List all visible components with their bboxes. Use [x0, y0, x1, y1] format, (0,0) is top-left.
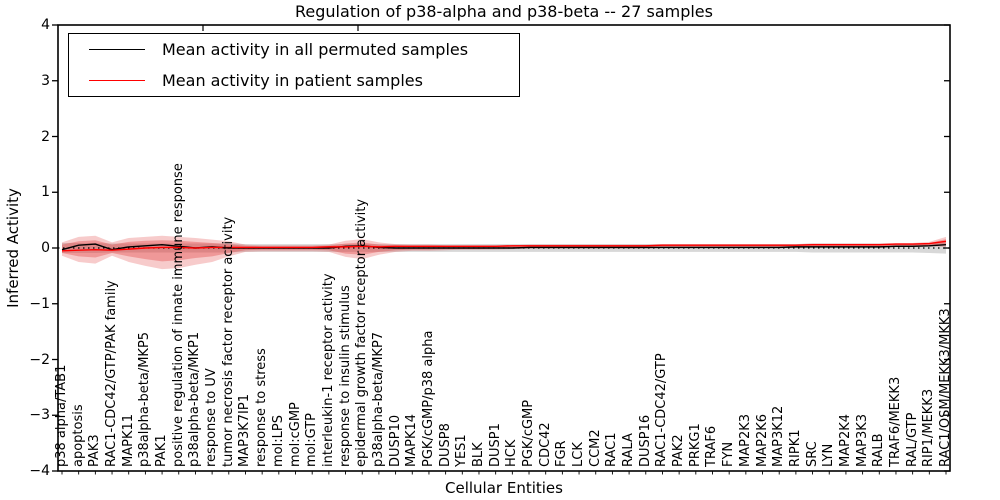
x-tick-label: LYN: [821, 443, 837, 467]
legend-label-permuted: Mean activity in all permuted samples: [162, 40, 469, 59]
x-tick-label: RAC1: [604, 432, 620, 467]
x-tick-label: MAPK14: [404, 413, 420, 467]
x-tick-label: MAP3K12: [771, 405, 787, 467]
x-tick-label: YES1: [454, 434, 470, 467]
x-tick-label: epidermal growth factor receptor activit…: [354, 198, 370, 467]
x-tick-label: FGR: [554, 440, 570, 467]
x-tick-label: MAP2K3: [737, 413, 753, 467]
x-tick-label: SRC: [804, 441, 820, 467]
x-tick-label: RIP1/MEKK3: [921, 388, 937, 467]
x-tick-label: MAP3K7IP1: [237, 394, 253, 467]
legend-item-patient: Mean activity in patient samples: [69, 66, 519, 96]
x-tick-label: RALB: [871, 433, 887, 467]
x-tick-label: HCK: [504, 439, 520, 467]
x-tick-label: mol:LPS: [270, 415, 286, 467]
permuted-line-swatch: [89, 49, 145, 50]
x-tick-label: DUSP16: [637, 414, 653, 467]
x-tick-label: RAL/GTP: [904, 412, 920, 467]
x-tick-label: tumor necrosis factor receptor activity: [220, 216, 236, 467]
x-tick-label: CDC42: [537, 422, 553, 467]
x-tick-label: BLK: [470, 442, 486, 467]
x-tick-label: CCM2: [587, 429, 603, 467]
x-tick-label: p38alpha-beta/MKP5: [137, 331, 153, 467]
x-tick-label: p38alpha-beta/MKP1: [187, 331, 203, 467]
y-tick-label: −2: [29, 351, 50, 368]
x-tick-label: positive regulation of innate immune res…: [170, 163, 186, 467]
y-tick-label: −3: [29, 407, 50, 424]
x-tick-label: RAC1-CDC42/GTP: [654, 353, 670, 467]
x-tick-label: mol:cGMP: [287, 402, 303, 467]
y-tick-label: 1: [41, 184, 50, 201]
x-tick-label: MAP3K3: [854, 413, 870, 467]
y-tick-label: 4: [41, 17, 50, 33]
y-tick-label: 2: [41, 128, 50, 145]
x-tick-label: interleukin-1 receptor activity: [320, 273, 336, 467]
x-tick-label: PAK1: [154, 434, 170, 467]
x-tick-label: RAC1/OSM/MEKK3/MKK3: [938, 308, 953, 467]
y-tick-label: 3: [41, 72, 50, 89]
x-tick-label: MAP2K4: [837, 413, 853, 467]
x-tick-label: MAPK11: [120, 413, 136, 467]
legend-item-permuted: Mean activity in all permuted samples: [69, 35, 519, 65]
x-tick-label: response to stress: [254, 348, 270, 467]
x-tick-label: mol:GTP: [304, 413, 320, 467]
x-tick-label: RALA: [621, 433, 637, 467]
x-tick-label: PAK2: [671, 434, 687, 467]
x-tick-label: PGK/cGMP/p38 alpha: [420, 330, 436, 467]
legend: Mean activity in all permuted samples Me…: [68, 33, 520, 97]
patient-line-swatch: [89, 80, 145, 81]
x-tick-label: response to UV: [204, 368, 220, 467]
x-tick-label: apoptosis: [70, 404, 86, 467]
x-tick-label: DUSP1: [487, 423, 503, 467]
x-tick-label: response to insulin stimulus: [337, 285, 353, 467]
x-tick-label: PAK3: [87, 434, 103, 467]
y-tick-label: −1: [29, 295, 50, 312]
x-tick-label: RIPK1: [787, 429, 803, 467]
x-tick-label: MAP2K6: [754, 413, 770, 467]
y-tick-label: −4: [29, 463, 50, 479]
legend-label-patient: Mean activity in patient samples: [162, 71, 423, 90]
x-axis-title: Cellular Entities: [445, 479, 563, 497]
x-tick-label: FYN: [721, 441, 737, 467]
x-tick-label: LCK: [571, 442, 587, 467]
x-tick-label: RAC1-CDC42/GTP/PAK family: [104, 280, 120, 467]
x-tick-label: p38 alpha/TAB1: [54, 364, 69, 467]
x-tick-label: TRAF6/MEKK3: [887, 376, 903, 467]
x-tick-label: TRAF6: [704, 425, 720, 467]
chart-title: Regulation of p38-alpha and p38-beta -- …: [295, 2, 713, 21]
x-tick-label: p38alpha-beta/MKP7: [370, 331, 386, 467]
y-tick-label: 0: [41, 240, 50, 256]
x-tick-label: PGK/cGMP: [521, 399, 537, 467]
x-tick-label: DUSP10: [387, 414, 403, 467]
x-tick-label: DUSP8: [437, 423, 453, 467]
x-tick-label: PRKG1: [687, 423, 703, 467]
